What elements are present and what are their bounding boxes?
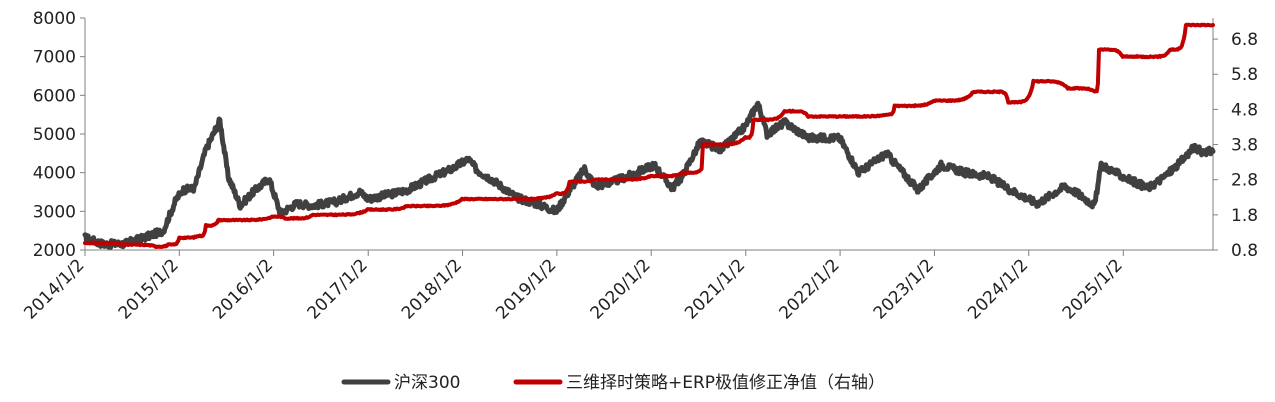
legend-item-hs300-label: 沪深300 bbox=[394, 373, 460, 393]
y-left-tick-label: 8000 bbox=[33, 9, 76, 29]
x-tick-label: 2014/1/2 bbox=[20, 255, 88, 323]
legend-item-strategy-nav-label: 三维择时策略+ERP极值修正净值（右轴） bbox=[566, 373, 885, 393]
x-tick-label: 2015/1/2 bbox=[115, 255, 183, 323]
series-group bbox=[82, 22, 1216, 250]
series-line-hs300 bbox=[82, 100, 1216, 250]
x-tick-label: 2018/1/2 bbox=[398, 255, 466, 323]
x-tick-label: 2019/1/2 bbox=[492, 255, 560, 323]
y-left-tick-label: 3000 bbox=[33, 202, 76, 222]
x-tick-label: 2020/1/2 bbox=[587, 255, 655, 323]
y-right-tick-label: 3.8 bbox=[1231, 136, 1258, 156]
series-line-strategy-nav bbox=[83, 22, 1215, 249]
y-left-tick-label: 5000 bbox=[33, 125, 76, 145]
x-tick-label: 2022/1/2 bbox=[776, 255, 844, 323]
x-tick-label: 2025/1/2 bbox=[1059, 255, 1127, 323]
y-right-tick-label: 5.8 bbox=[1231, 65, 1258, 85]
x-tick-label: 2023/1/2 bbox=[870, 255, 938, 323]
legend: 沪深300 三维择时策略+ERP极值修正净值（右轴） bbox=[341, 373, 885, 393]
y-right-tick-label: 2.8 bbox=[1231, 171, 1258, 191]
y-right-tick-label: 0.8 bbox=[1231, 241, 1258, 261]
x-tick-label: 2017/1/2 bbox=[304, 255, 372, 323]
x-tick-label: 2021/1/2 bbox=[681, 255, 749, 323]
y-right-tick-label: 4.8 bbox=[1231, 100, 1258, 120]
y-left-tick-label: 2000 bbox=[33, 241, 76, 261]
y-left-tick-label: 4000 bbox=[33, 164, 76, 184]
x-tick-label: 2016/1/2 bbox=[209, 255, 277, 323]
y-left-tick-label: 6000 bbox=[33, 86, 76, 106]
y-right-tick-label: 1.8 bbox=[1231, 206, 1258, 226]
x-tick-label: 2024/1/2 bbox=[964, 255, 1032, 323]
y-right-tick-label: 6.8 bbox=[1231, 30, 1258, 50]
y-left-tick-label: 7000 bbox=[33, 48, 76, 68]
